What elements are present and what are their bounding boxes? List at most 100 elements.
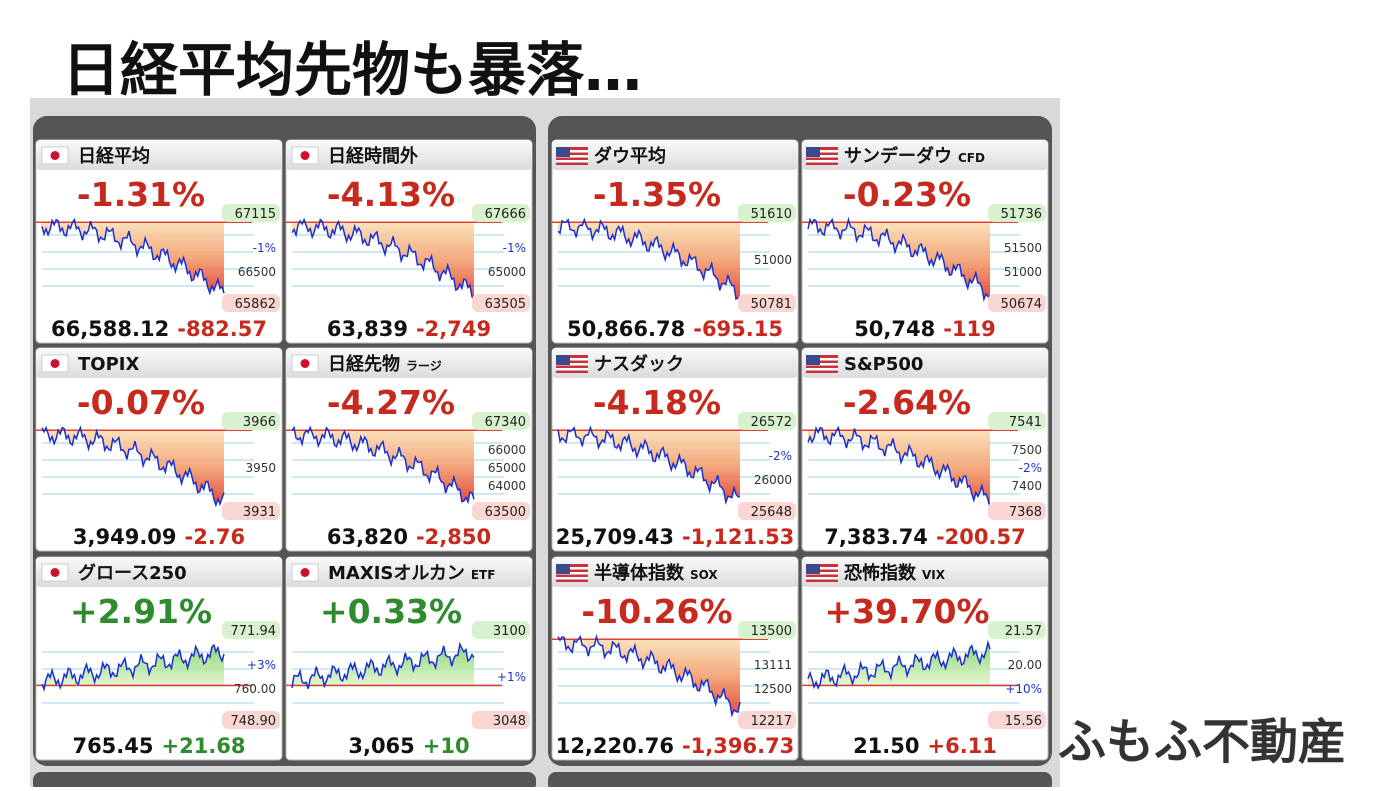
tile-header (802, 348, 1048, 378)
low-box (472, 502, 530, 520)
price-row: 25,709.43 -1,121.53 (556, 525, 795, 549)
axis-label: 7400 (1011, 479, 1042, 493)
low-label: 25648 (751, 505, 792, 520)
low-box (988, 502, 1046, 520)
low-box (738, 294, 796, 312)
flag-stripe (556, 567, 588, 570)
price-row: 50,866.78 -695.15 (567, 317, 783, 341)
name: サンデーダウ (844, 145, 952, 167)
axis-label: 12500 (754, 682, 792, 696)
pct-change: -2.64% (843, 383, 971, 422)
flag-sun (300, 359, 310, 368)
flag-stripe (556, 150, 588, 153)
low-label: 7368 (1009, 505, 1042, 520)
high-label: 67340 (485, 415, 526, 430)
high-box (472, 204, 530, 222)
suffix: VIX (922, 568, 946, 582)
flag-canton (556, 147, 570, 157)
spark-line (291, 425, 475, 505)
axis-label: 26000 (754, 473, 792, 487)
name: S&P500 (844, 354, 923, 375)
high-label: 51736 (1001, 207, 1042, 222)
pct-change: -4.18% (593, 383, 721, 422)
low-label: 748.90 (231, 714, 277, 729)
flag-stripe (806, 368, 838, 371)
low-label: 50674 (1001, 297, 1042, 312)
name: 日経時間外 (328, 145, 418, 167)
axis-label: 65000 (488, 461, 526, 475)
spark-area (292, 427, 474, 502)
tile-header (286, 140, 532, 170)
pct-change: -10.26% (581, 592, 732, 631)
high-box (472, 412, 530, 430)
axis-label: 51000 (754, 253, 792, 267)
suffix: ラージ (406, 359, 442, 373)
tile: 半導体指数 SOX -10.26% 13500 13111 12500 12217 12,22… (551, 556, 799, 761)
flag-stripe (806, 577, 838, 580)
tile: ダウ平均 -1.35% 51610 51000 50781 50,866.78 -695.1… (551, 139, 799, 344)
axis-label: 51000 (1004, 265, 1042, 279)
tile: MAXISオルカン ETF +0.33% 3100 +1% 3048 3,065 +10 (285, 556, 533, 761)
spark-area (808, 427, 990, 509)
tile-name: TOPIX (78, 354, 139, 375)
axis-label: 64000 (488, 479, 526, 493)
high-box (988, 412, 1046, 430)
tile-header (552, 557, 798, 587)
spark-line (557, 633, 741, 718)
flag-stripe (806, 567, 838, 570)
pct-change: +2.91% (70, 592, 212, 631)
flag-sun (50, 568, 60, 577)
flag-sun (50, 151, 60, 160)
low-label: 12217 (751, 714, 792, 729)
tile-name: S&P500 (844, 354, 923, 375)
flag-canton (806, 355, 820, 365)
axis-label: 66500 (238, 265, 276, 279)
high-label: 13500 (751, 624, 792, 639)
tile: グロース250 +2.91% 771.94 +3% 760.00 748.90 765.45… (35, 556, 283, 761)
high-label: 771.94 (231, 624, 277, 639)
tile-name: MAXISオルカン ETF (328, 563, 495, 584)
spark-line (41, 425, 225, 508)
spark-area (558, 219, 740, 299)
tile-name: 日経平均 (78, 145, 150, 167)
flag-stripe (556, 368, 588, 371)
low-box (988, 711, 1046, 729)
price-row: 21.50 +6.11 (853, 734, 997, 758)
price: 3,949.09 (73, 525, 177, 549)
spark-line (41, 217, 225, 296)
watermark: ふもふ不動産 (1058, 714, 1346, 770)
tile: S&P500 -2.64% 7541 7500 -2% 7400 7368 7,383.74-… (801, 347, 1049, 552)
flag-stripe (556, 363, 588, 366)
price: 50,748 (854, 317, 935, 341)
price: 765.45 (72, 734, 153, 758)
spark-line (291, 641, 475, 689)
spark-line (807, 216, 991, 302)
change: -695.15 (693, 317, 783, 341)
axis-label: 760.00 (234, 682, 276, 696)
axis-label: 65000 (488, 265, 526, 279)
high-box (988, 621, 1046, 639)
high-box (222, 621, 280, 639)
axis-label: +3% (247, 658, 276, 672)
tile: 恐怖指数 VIX +39.70% 21.57 20.00 +10% 15.56 21.50 +6… (801, 556, 1049, 761)
tile-name: ナスダック (594, 353, 684, 375)
low-box (222, 294, 280, 312)
price-row: 3,949.09 -2.76 (73, 525, 245, 549)
price-row: 12,220.76 -1,396.73 (556, 734, 795, 758)
price-row: 63,839 -2,749 (327, 317, 491, 341)
tile-header (286, 348, 532, 378)
price-row: 50,748 -119 (854, 317, 996, 341)
price-row: 3,065 +10 (348, 734, 469, 758)
axis-label: 3950 (245, 461, 276, 475)
flag-stripe (806, 358, 838, 361)
low-label: 65862 (235, 297, 276, 312)
price-row: 7,383.74 -200.57 (824, 525, 1025, 549)
flag-canton (556, 564, 570, 574)
high-label: 67666 (485, 207, 526, 222)
change: -2,749 (416, 317, 491, 341)
low-box (222, 711, 280, 729)
spark-area (808, 642, 990, 688)
change: -882.57 (177, 317, 267, 341)
spark-area (808, 219, 990, 300)
axis-label: 20.00 (1008, 658, 1042, 672)
